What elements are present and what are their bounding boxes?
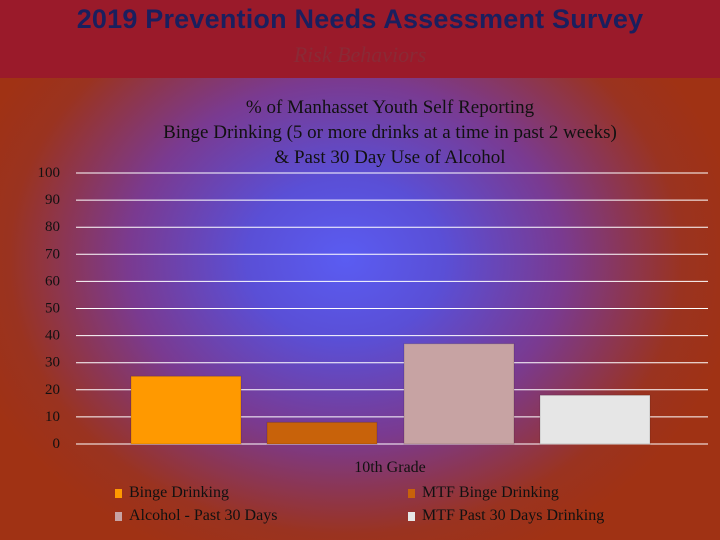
y-tick-label: 90 [45,192,60,208]
chart-title: % of Manhasset Youth Self Reporting Bing… [100,95,680,170]
y-tick-label: 10 [45,409,60,425]
y-tick-label: 60 [45,273,60,289]
legend-label: Binge Drinking [129,484,229,501]
chart-legend: Binge Drinking MTF Binge Drinking Alcohol … [0,480,720,530]
legend-swatch [115,488,122,498]
chart-title-line-1: % of Manhasset Youth Self Reporting [245,97,535,118]
bar-mtf-past-30-days-drinking [539,394,651,445]
legend-label: MTF Past 30 Days Drinking [422,507,605,524]
slide-title: 2019 Prevention Needs Assessment Survey [76,4,644,34]
slide-subtitle: Risk Behaviors [293,42,427,67]
y-tick-label: 100 [38,165,61,181]
chart-title-line-3: & Past 30 Day Use of Alcohol [274,147,506,168]
y-tick-label: 30 [45,355,60,371]
legend-item: Alcohol - Past 30 Days [115,507,277,525]
legend-swatch [408,488,415,498]
y-tick-label: 40 [45,328,60,344]
legend-swatch [408,511,415,521]
legend-item: Binge Drinking [115,484,229,502]
y-tick-label: 80 [45,219,60,235]
legend-swatch [115,511,122,521]
y-tick-label: 50 [45,301,60,317]
slide-header: 2019 Prevention Needs Assessment Survey … [0,0,720,78]
legend-label: Alcohol - Past 30 Days [129,507,278,524]
chart-title-line-2: Binge Drinking (5 or more drinks at a ti… [163,122,617,143]
x-category-label: 10th Grade [354,459,426,476]
y-tick-label: 0 [53,436,61,452]
bar-alcohol-past-30-days [403,343,515,445]
y-tick-label: 70 [45,246,60,262]
y-tick-label: 20 [45,382,60,398]
legend-label: MTF Binge Drinking [422,484,559,501]
legend-item: MTF Past 30 Days Drinking [408,507,604,525]
bar-mtf-binge-drinking [266,421,378,445]
legend-item: MTF Binge Drinking [408,484,559,502]
bar-binge-drinking [130,375,242,445]
